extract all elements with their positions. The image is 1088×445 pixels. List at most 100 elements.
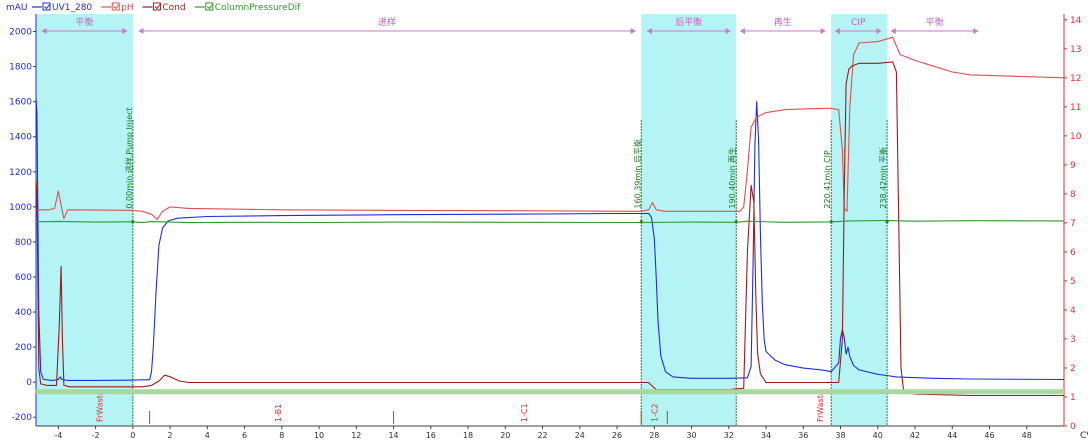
y-right-tick-label: 5 bbox=[1070, 277, 1076, 287]
x-tick-label: 8 bbox=[279, 431, 284, 440]
y-left-tick-label: 0 bbox=[26, 378, 32, 388]
legend-check-icon bbox=[44, 4, 50, 10]
phase-arrow-head bbox=[122, 28, 128, 34]
x-tick-label: 16 bbox=[426, 431, 436, 440]
x-tick-label: 10 bbox=[314, 431, 324, 440]
phase-label: 平衡 bbox=[926, 16, 944, 28]
x-tick-label: 22 bbox=[537, 431, 547, 440]
x-tick-label: 18 bbox=[463, 431, 473, 440]
phase-arrow-head bbox=[630, 28, 636, 34]
y-left-tick-label: 1400 bbox=[9, 133, 32, 143]
x-tick-label: 2 bbox=[168, 431, 173, 440]
legend-item[interactable]: Cond bbox=[142, 2, 186, 13]
series-line-columnpressuredif bbox=[35, 219, 1065, 224]
x-tick-label: 20 bbox=[500, 431, 510, 440]
event-markers: 0.00min 进样,Pump Inject 160.39min 后平衡 190.4… bbox=[124, 107, 889, 426]
y-right-tick-label: 9 bbox=[1070, 161, 1076, 171]
legend-item[interactable]: UV1_280 bbox=[32, 2, 92, 13]
legend-check-icon bbox=[206, 4, 213, 10]
x-tick-label: -2 bbox=[92, 431, 100, 440]
x-tick-label: -4 bbox=[54, 431, 62, 440]
phase-arrow-head bbox=[739, 28, 745, 34]
legend-unit-label: mAU bbox=[6, 3, 28, 13]
event-label: 0.00min 进样,Pump Inject bbox=[124, 107, 134, 208]
phase-band bbox=[831, 14, 888, 426]
fraction-label: 1-B1 bbox=[274, 404, 283, 422]
x-tick-label: 32 bbox=[724, 431, 734, 440]
phase-arrow-head bbox=[41, 28, 47, 34]
y-left-tick-label: 1000 bbox=[9, 203, 32, 213]
event-label: 238.42min 平衡 bbox=[878, 147, 888, 209]
y-left-tick-label: 800 bbox=[15, 238, 32, 248]
y-left-tick-label: -200 bbox=[12, 413, 33, 423]
y-left-tick-label: 600 bbox=[15, 273, 32, 283]
phase-arrow-head bbox=[834, 28, 840, 34]
y-right-tick-label: 0 bbox=[1070, 422, 1076, 432]
y-right-tick-label: 11 bbox=[1070, 103, 1081, 113]
y-left-tick-label: 400 bbox=[15, 308, 32, 318]
x-axis-unit-label: CV bbox=[1080, 431, 1088, 441]
series-line-cond bbox=[35, 61, 1064, 397]
y-right-tick-label: 1 bbox=[1070, 393, 1076, 403]
fraction-label: FrWaste bbox=[95, 390, 104, 422]
phase-label: 再生 bbox=[774, 16, 792, 28]
legend-checkbox bbox=[111, 2, 120, 11]
legend-checkbox bbox=[205, 2, 214, 11]
x-tick-label: 36 bbox=[798, 431, 808, 440]
legend-label: pH bbox=[121, 3, 133, 13]
phase-label: 后平衡 bbox=[675, 16, 702, 28]
legend-item[interactable]: pH bbox=[101, 2, 134, 13]
phase-arrow-head bbox=[820, 28, 826, 34]
legend-check-icon bbox=[113, 4, 120, 10]
x-tick-label: 38 bbox=[835, 431, 845, 440]
phase-band bbox=[641, 14, 737, 426]
y-right-tick-label: 13 bbox=[1070, 45, 1081, 55]
x-tick-label: 44 bbox=[947, 431, 957, 440]
y-left-tick-label: 1200 bbox=[9, 168, 32, 178]
y-right-tick-label: 12 bbox=[1070, 74, 1081, 84]
legend-label: Cond bbox=[162, 3, 185, 13]
y-left-tick-label: 1600 bbox=[9, 98, 32, 108]
legend-checkbox bbox=[152, 2, 161, 11]
phase-arrow-head bbox=[890, 28, 896, 34]
x-tick-label: 46 bbox=[984, 431, 994, 440]
phase-arrow-head bbox=[725, 28, 731, 34]
fraction-markers: FrWaste 1-B1 1-C1 1-C2 FrWaste bbox=[95, 390, 825, 424]
fraction-label: 1-C1 bbox=[520, 403, 529, 422]
fraction-label: 1-C2 bbox=[650, 403, 659, 422]
x-tick-label: 0 bbox=[130, 431, 135, 440]
y-left-tick-label: 2000 bbox=[9, 28, 32, 38]
legend-item[interactable]: ColumnPressureDif bbox=[194, 2, 301, 13]
legend-check-icon bbox=[154, 4, 161, 10]
phase-arrow-head bbox=[138, 28, 144, 34]
event-label: 160.39min 后平衡 bbox=[632, 139, 642, 209]
phase-label: 平衡 bbox=[75, 16, 93, 28]
x-tick-label: 30 bbox=[686, 431, 696, 440]
event-label: 190.40min 再生 bbox=[727, 147, 737, 209]
x-tick-label: 6 bbox=[242, 431, 247, 440]
phase-arrow-head bbox=[646, 28, 652, 34]
y-left-tick-label: 200 bbox=[15, 343, 32, 353]
y-right-tick-label: 3 bbox=[1070, 335, 1076, 345]
phase-labels: 平衡 进样 后平衡 再生 CIP 平衡 bbox=[41, 16, 979, 34]
y-right-tick-label: 6 bbox=[1070, 248, 1076, 258]
phase-band bbox=[36, 14, 133, 426]
phase-bands bbox=[36, 14, 888, 426]
x-tick-label: 14 bbox=[388, 431, 398, 440]
x-tick-label: 48 bbox=[1022, 431, 1032, 440]
legend-label: ColumnPressureDif bbox=[215, 3, 301, 13]
phase-arrow-head bbox=[973, 28, 979, 34]
legend[interactable]: mAU UV1_280 pH Cond ColumnPressureDif bbox=[6, 2, 301, 13]
phase-arrow-head bbox=[876, 28, 882, 34]
x-tick-label: 12 bbox=[351, 431, 361, 440]
x-tick-label: 24 bbox=[575, 431, 585, 440]
series-line-uv1-280 bbox=[35, 98, 1065, 381]
x-tick-label: 28 bbox=[649, 431, 659, 440]
y-right-tick-label: 10 bbox=[1070, 132, 1082, 142]
legend-checkbox bbox=[42, 2, 51, 11]
phase-label: 进样 bbox=[378, 16, 396, 28]
series-line-ph bbox=[36, 36, 1065, 220]
y-right-tick-label: 14 bbox=[1070, 16, 1082, 26]
